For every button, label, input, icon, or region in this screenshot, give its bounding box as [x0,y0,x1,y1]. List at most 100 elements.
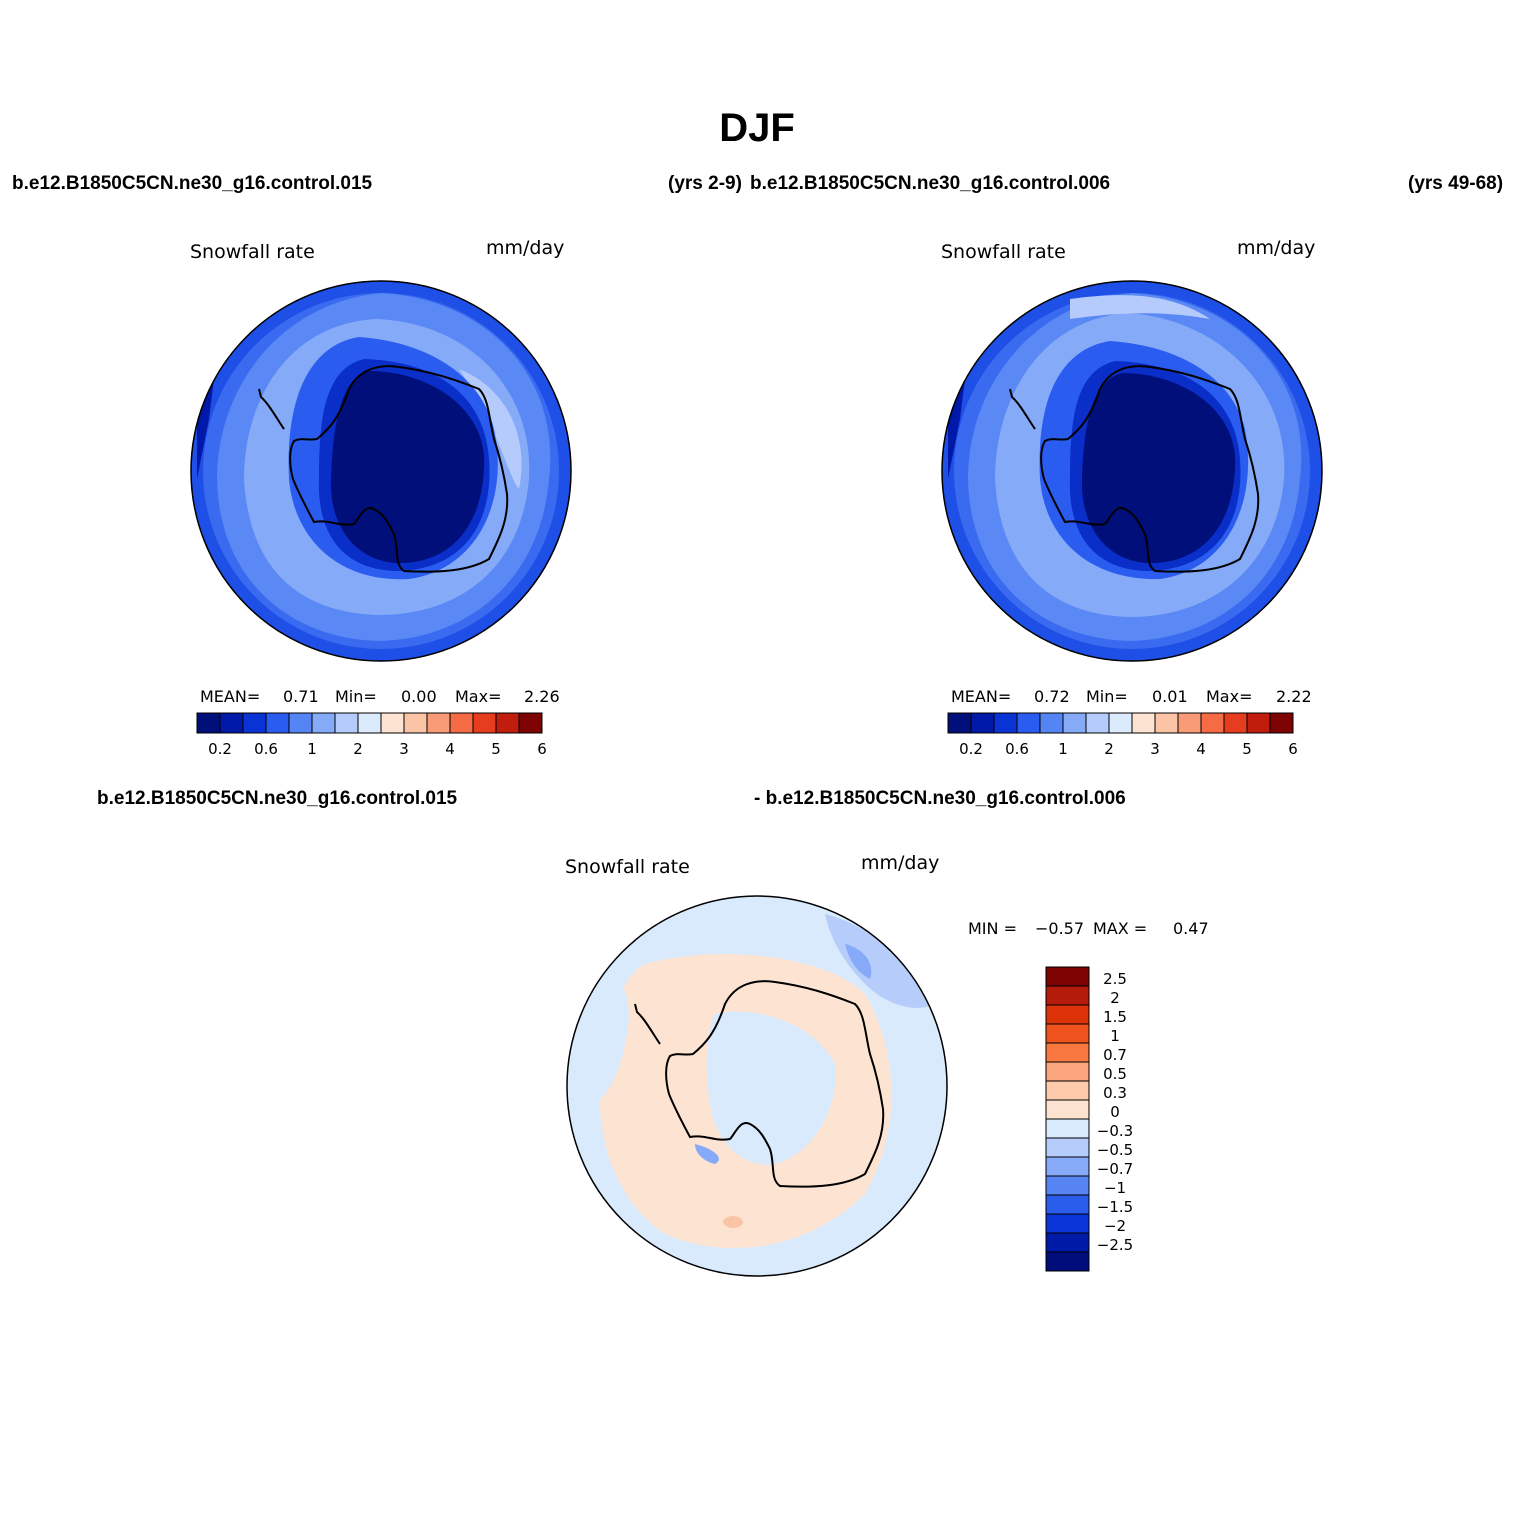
colorbar-tick-label: 5 [1242,740,1252,758]
panel1-units: mm/day [486,237,565,259]
colorbar-swatch [1045,1156,1090,1177]
colorbar-swatch [357,712,382,734]
colorbar-swatch [196,712,221,734]
diff-variable: Snowfall rate [565,856,690,878]
colorbar-swatch [1045,1213,1090,1234]
colorbar-swatch [1045,1118,1090,1139]
panel2-max-label: Max= [1206,687,1253,706]
colorbar-swatch [1045,985,1090,1006]
colorbar-swatch [1045,1080,1090,1101]
diff-map [566,895,948,1277]
colorbar-tick-label: 6 [1288,740,1298,758]
colorbar-swatch [288,712,313,734]
colorbar-swatch [242,712,267,734]
colorbar-swatch [1154,712,1179,734]
colorbar-swatch [1131,712,1156,734]
colorbar-tick-label: 2.5 [1103,970,1127,988]
panel1-colorbar: 0.2 0.6 1 2 3 4 5 6 [196,712,547,758]
colorbar-swatch [1108,712,1133,734]
panel2-min: 0.01 [1152,687,1188,706]
colorbar-swatch [1045,1023,1090,1044]
colorbar-swatch [311,712,336,734]
colorbar-swatch [426,712,451,734]
colorbar-tick-label: 4 [1196,740,1206,758]
colorbar-tick-label: 0 [1110,1103,1120,1121]
panel1-map [190,280,572,662]
panel2-variable: Snowfall rate [941,241,1066,263]
diff-case-b-label: - b.e12.B1850C5CN.ne30_g16.control.006 [754,788,1126,809]
panel2-mean: 0.72 [1034,687,1070,706]
panel1-variable: Snowfall rate [190,241,315,263]
colorbar-swatch [1045,1232,1090,1253]
colorbar-swatch [1200,712,1225,734]
colorbar-tick-label: 6 [537,740,547,758]
colorbar-swatch [1045,1137,1090,1158]
figure-title: DJF [719,106,795,150]
colorbar-tick-label: −0.5 [1097,1141,1133,1159]
diff-max: 0.47 [1173,919,1209,938]
panel2-units: mm/day [1237,237,1316,259]
colorbar-swatch [993,712,1018,734]
colorbar-swatch [1045,1042,1090,1063]
colorbar-tick-label: −0.7 [1097,1160,1133,1178]
colorbar-tick-label: 0.2 [959,740,983,758]
colorbar-swatch [1246,712,1271,734]
panel1-max: 2.26 [524,687,560,706]
panel2-min-label: Min= [1086,687,1128,706]
diff-min: −0.57 [1035,919,1085,938]
diff-max-label: MAX = [1093,919,1148,938]
colorbar-swatch [1045,1099,1090,1120]
diff-units: mm/day [861,852,940,874]
years-a-label: (yrs 2-9) [668,173,742,194]
colorbar-tick-label: −1 [1104,1179,1126,1197]
colorbar-tick-label: 0.5 [1103,1065,1127,1083]
colorbar-swatch [1062,712,1087,734]
colorbar-swatch [219,712,244,734]
colorbar-swatch [472,712,497,734]
colorbar-tick-label: 4 [445,740,455,758]
panel1-min-label: Min= [335,687,377,706]
colorbar-swatch [947,712,972,734]
colorbar-tick-label: 2 [353,740,363,758]
years-b-label: (yrs 49-68) [1408,173,1504,194]
colorbar-swatch [1269,712,1294,734]
colorbar-swatch [1045,1194,1090,1215]
colorbar-swatch [1223,712,1248,734]
panel2-colorbar: 0.2 0.6 1 2 3 4 5 6 [947,712,1298,758]
colorbar-swatch [970,712,995,734]
colorbar-tick-label: −2 [1104,1217,1126,1235]
colorbar-swatch [1045,966,1090,987]
panel2-mean-label: MEAN= [951,687,1012,706]
colorbar-swatch [334,712,359,734]
colorbar-swatch [265,712,290,734]
colorbar-swatch [1045,1175,1090,1196]
colorbar-swatch [1039,712,1064,734]
colorbar-tick-label: 3 [1150,740,1160,758]
panel1-min: 0.00 [401,687,437,706]
colorbar-tick-label: 1 [1110,1027,1120,1045]
colorbar-swatch [449,712,474,734]
colorbar-tick-label: −0.3 [1097,1122,1133,1140]
panel2-max: 2.22 [1276,687,1312,706]
panel1-max-label: Max= [455,687,502,706]
colorbar-swatch [403,712,428,734]
colorbar-tick-label: 2 [1110,989,1120,1007]
colorbar-swatch [380,712,405,734]
colorbar-swatch [1045,1004,1090,1025]
panel1-mean: 0.71 [283,687,319,706]
case-a-label: b.e12.B1850C5CN.ne30_g16.control.015 [12,173,373,194]
colorbar-tick-label: 0.3 [1103,1084,1127,1102]
colorbar-swatch [1045,1061,1090,1082]
colorbar-tick-label: 0.6 [1005,740,1029,758]
colorbar-tick-label: 3 [399,740,409,758]
colorbar-tick-label: −1.5 [1097,1198,1133,1216]
colorbar-tick-label: 0.6 [254,740,278,758]
colorbar-tick-label: −2.5 [1097,1236,1133,1254]
colorbar-tick-label: 1.5 [1103,1008,1127,1026]
colorbar-swatch [495,712,520,734]
colorbar-swatch [518,712,543,734]
diff-min-label: MIN = [968,919,1017,938]
colorbar-swatch [1045,1251,1090,1272]
colorbar-tick-label: 1 [1058,740,1068,758]
panel1-mean-label: MEAN= [200,687,261,706]
